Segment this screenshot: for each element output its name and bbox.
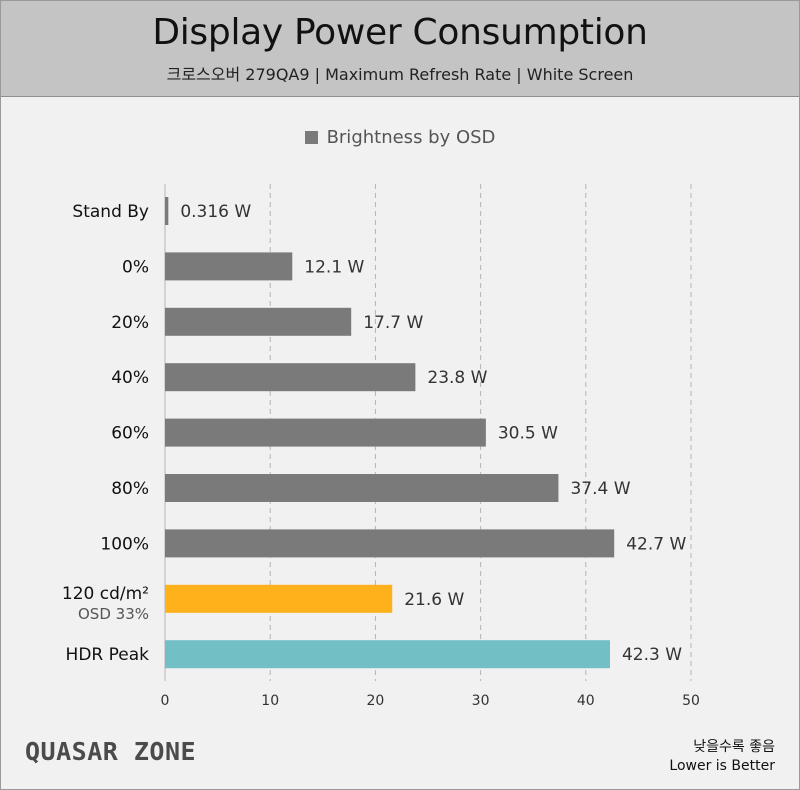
quasarzone-logo: QUASAR ZONE xyxy=(25,737,197,766)
x-tick-label: 0 xyxy=(161,693,170,709)
category-label: 0% xyxy=(122,257,149,277)
note-english: Lower is Better xyxy=(669,758,775,774)
value-label: 42.3 W xyxy=(622,645,682,665)
note-korean: 낮을수록 좋음 xyxy=(693,739,775,755)
category-label: Stand By xyxy=(72,202,149,222)
chart-subtitle: 크로스오버 279QA9 | Maximum Refresh Rate | Wh… xyxy=(166,65,634,84)
value-label: 37.4 W xyxy=(570,479,630,499)
bar xyxy=(165,640,610,669)
x-tick-label: 40 xyxy=(577,693,595,709)
value-label: 42.7 W xyxy=(626,534,686,554)
category-label: 20% xyxy=(111,313,149,333)
bar xyxy=(165,584,393,613)
category-label: 100% xyxy=(100,534,149,554)
x-tick-label: 50 xyxy=(682,693,700,709)
chart-title: Display Power Consumption xyxy=(152,12,648,53)
legend-label: Brightness by OSD xyxy=(326,127,496,148)
category-label: HDR Peak xyxy=(66,645,150,665)
category-label: 80% xyxy=(111,479,149,499)
bar xyxy=(165,529,615,558)
category-label: 60% xyxy=(111,424,149,444)
value-label: 17.7 W xyxy=(363,313,423,333)
bar xyxy=(165,197,169,225)
footer-note: 낮을수록 좋음 Lower is Better xyxy=(669,738,775,776)
header: Display Power Consumption 크로스오버 279QA9 |… xyxy=(1,1,799,97)
legend: Brightness by OSD xyxy=(1,127,799,148)
x-tick-label: 30 xyxy=(472,693,490,709)
value-label: 12.1 W xyxy=(304,257,364,277)
bar xyxy=(165,307,352,336)
x-tick-label: 10 xyxy=(261,693,279,709)
value-label: 21.6 W xyxy=(404,590,464,610)
bar xyxy=(165,252,293,281)
value-label: 23.8 W xyxy=(427,368,487,388)
bar-chart: 0 10 20 30 40 50 0.316 W Stand By 12.1 W 0% 17.7 W… xyxy=(62,184,700,709)
bar xyxy=(165,418,486,447)
legend-swatch xyxy=(304,131,318,144)
x-tick-label: 20 xyxy=(366,693,384,709)
bar xyxy=(165,474,559,502)
bar xyxy=(165,363,416,392)
value-label: 0.316 W xyxy=(180,202,251,222)
value-label: 30.5 W xyxy=(498,424,558,444)
category-sublabel: OSD 33% xyxy=(78,605,149,623)
category-label: 40% xyxy=(111,368,149,388)
category-label: 120 cd/m² xyxy=(62,584,149,604)
